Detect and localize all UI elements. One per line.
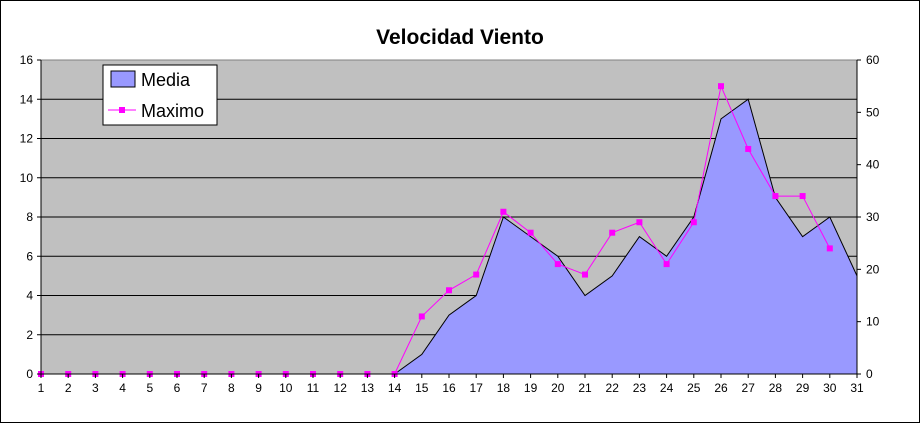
maximo-point-23 bbox=[636, 219, 643, 226]
maximo-point-18 bbox=[500, 208, 507, 215]
right-y-tick-label-10: 10 bbox=[866, 315, 880, 329]
maximo-point-21 bbox=[582, 271, 588, 278]
maximo-point-30 bbox=[826, 245, 833, 252]
right-y-tick-labels: 0 10 20 30 40 50 60 bbox=[857, 53, 880, 381]
x-tick-label-23: 23 bbox=[633, 381, 647, 395]
x-tick-label-22: 22 bbox=[606, 381, 620, 395]
legend-label-maximo: Maximo bbox=[141, 101, 204, 121]
maximo-point-16 bbox=[446, 287, 452, 294]
x-tick-labels: 1 2 3 4 5 6 7 8 9 10 11 12 13 14 15 16 17 18 19 20 21 22 23 24 2… bbox=[38, 374, 864, 395]
x-tick-label-16: 16 bbox=[442, 381, 456, 395]
x-tick-label-24: 24 bbox=[660, 381, 674, 395]
x-tick-label-12: 12 bbox=[334, 381, 348, 395]
maximo-point-27 bbox=[745, 145, 752, 152]
left-y-tick-label-8: 8 bbox=[26, 210, 33, 224]
maximo-point-19 bbox=[527, 229, 534, 236]
right-y-tick-label-60: 60 bbox=[866, 53, 880, 67]
x-tick-label-3: 3 bbox=[92, 381, 99, 395]
x-tick-label-30: 30 bbox=[823, 381, 837, 395]
x-tick-label-13: 13 bbox=[361, 381, 375, 395]
right-y-tick-label-30: 30 bbox=[866, 210, 880, 224]
left-y-tick-label-4: 4 bbox=[26, 289, 33, 303]
left-y-tick-labels: 0 2 4 6 8 10 12 14 16 bbox=[20, 53, 41, 381]
x-tick-label-10: 10 bbox=[279, 381, 293, 395]
x-tick-label-4: 4 bbox=[119, 381, 126, 395]
right-y-tick-label-20: 20 bbox=[866, 262, 880, 276]
legend-label-media: Media bbox=[141, 70, 191, 90]
left-y-tick-label-14: 14 bbox=[20, 92, 34, 106]
x-tick-label-15: 15 bbox=[415, 381, 429, 395]
maximo-point-22 bbox=[609, 229, 616, 236]
left-y-tick-label-16: 16 bbox=[20, 53, 34, 67]
maximo-point-26 bbox=[718, 83, 724, 90]
right-y-tick-label-40: 40 bbox=[866, 158, 880, 172]
right-y-tick-label-50: 50 bbox=[866, 105, 880, 119]
x-tick-label-18: 18 bbox=[497, 381, 511, 395]
legend: Media Maximo bbox=[102, 64, 218, 126]
left-y-tick-label-2: 2 bbox=[26, 328, 33, 342]
x-tick-label-29: 29 bbox=[796, 381, 810, 395]
x-tick-label-9: 9 bbox=[255, 381, 262, 395]
x-tick-label-6: 6 bbox=[174, 381, 181, 395]
left-y-tick-label-6: 6 bbox=[26, 249, 33, 263]
x-tick-label-26: 26 bbox=[714, 381, 728, 395]
right-y-tick-label-0: 0 bbox=[866, 367, 873, 381]
maximo-point-20 bbox=[554, 261, 561, 268]
chart-title: Velocidad Viento bbox=[376, 26, 544, 49]
x-tick-label-27: 27 bbox=[742, 381, 756, 395]
left-y-tick-label-12: 12 bbox=[20, 132, 34, 146]
x-tick-label-2: 2 bbox=[65, 381, 72, 395]
x-tick-label-19: 19 bbox=[524, 381, 538, 395]
maximo-point-15 bbox=[418, 313, 425, 320]
maximo-point-25 bbox=[690, 219, 697, 226]
x-tick-label-1: 1 bbox=[38, 381, 45, 395]
x-tick-label-11: 11 bbox=[307, 381, 320, 395]
maximo-point-24 bbox=[663, 261, 670, 268]
x-tick-label-28: 28 bbox=[769, 381, 783, 395]
x-tick-label-31: 31 bbox=[850, 381, 864, 395]
left-y-tick-label-0: 0 bbox=[26, 367, 33, 381]
maximo-point-29 bbox=[799, 193, 806, 200]
x-tick-label-17: 17 bbox=[470, 381, 484, 395]
x-tick-label-14: 14 bbox=[388, 381, 402, 395]
x-tick-label-5: 5 bbox=[146, 381, 153, 395]
x-tick-label-25: 25 bbox=[687, 381, 701, 395]
maximo-point-17 bbox=[473, 271, 480, 278]
legend-swatch-media bbox=[110, 70, 136, 88]
x-tick-label-8: 8 bbox=[228, 381, 235, 395]
x-tick-label-21: 21 bbox=[578, 381, 592, 395]
maximo-point-28 bbox=[772, 193, 779, 200]
left-y-tick-label-10: 10 bbox=[20, 171, 34, 185]
x-tick-label-7: 7 bbox=[201, 381, 208, 395]
x-tick-label-20: 20 bbox=[551, 381, 565, 395]
media-area bbox=[41, 99, 857, 374]
legend-marker-maximo bbox=[119, 107, 125, 113]
